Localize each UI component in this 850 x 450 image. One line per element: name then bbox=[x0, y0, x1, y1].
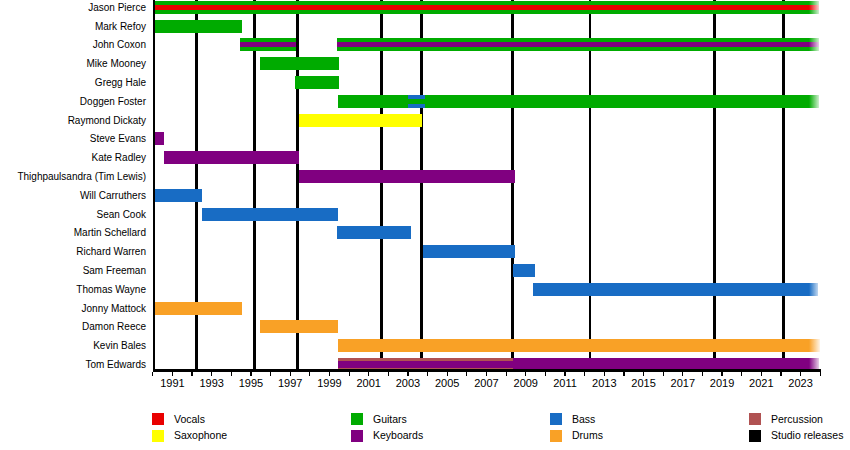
legend-label-studio_releases: Studio releases bbox=[771, 429, 843, 442]
legend: Vocals Saxophone Guitars Keyboards Bass Drums… bbox=[0, 0, 850, 450]
legend-swatch-saxophone bbox=[152, 430, 164, 442]
legend-swatch-vocals bbox=[152, 413, 164, 425]
legend-swatch-bass bbox=[550, 413, 562, 425]
legend-label-guitars: Guitars bbox=[373, 413, 407, 426]
legend-swatch-studio_releases bbox=[749, 430, 761, 442]
legend-label-drums: Drums bbox=[572, 429, 603, 442]
legend-swatch-guitars bbox=[351, 413, 363, 425]
legend-label-bass: Bass bbox=[572, 413, 595, 426]
legend-swatch-percussion bbox=[749, 413, 761, 425]
legend-label-vocals: Vocals bbox=[174, 413, 205, 426]
legend-swatch-drums bbox=[550, 430, 562, 442]
legend-swatch-keyboards bbox=[351, 430, 363, 442]
legend-label-percussion: Percussion bbox=[771, 413, 823, 426]
legend-label-keyboards: Keyboards bbox=[373, 429, 423, 442]
band-timeline-chart: Jason PierceMark RefoyJohn CoxonMike Moo… bbox=[0, 0, 850, 450]
legend-label-saxophone: Saxophone bbox=[174, 429, 227, 442]
